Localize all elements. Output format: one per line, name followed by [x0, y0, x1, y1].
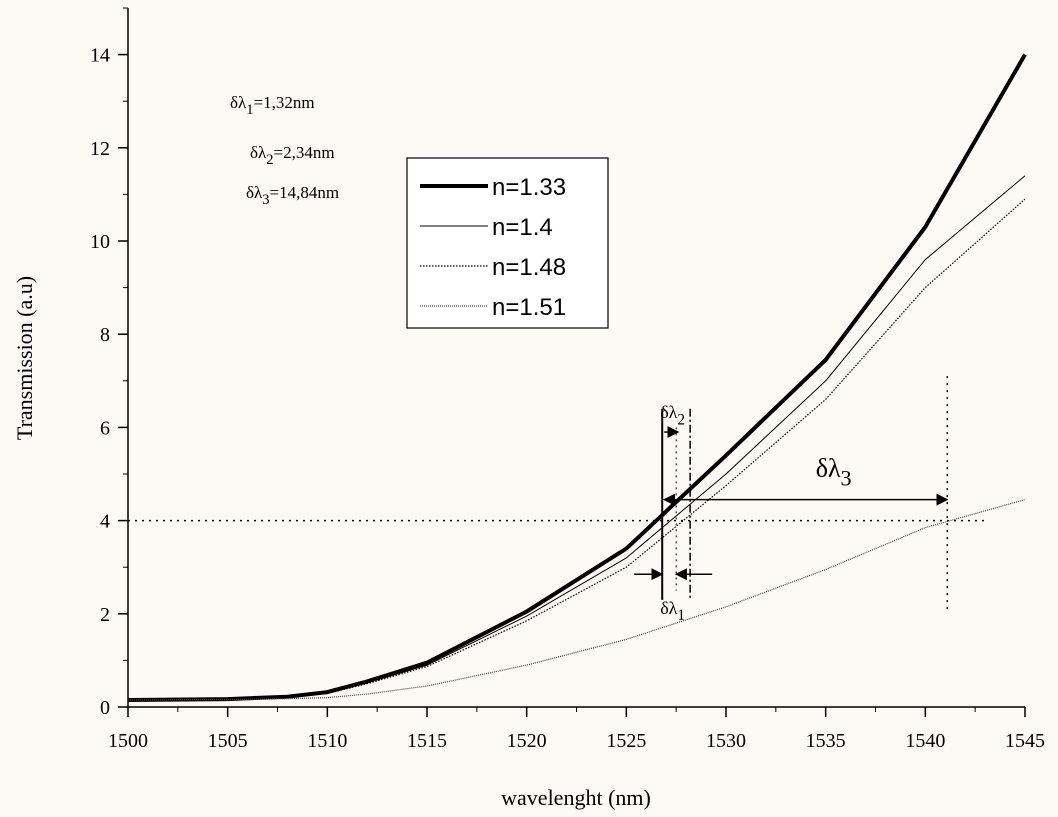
series-line — [127, 198, 1026, 701]
x-tick-label: 1505 — [208, 730, 248, 752]
y-tick-label: 12 — [90, 138, 110, 160]
value-text: =14,84nm — [269, 183, 339, 202]
symbol: δλ — [660, 598, 677, 618]
y-tick-label: 2 — [100, 604, 110, 626]
y-tick-label: 6 — [100, 417, 110, 439]
symbol: δλ — [816, 453, 841, 482]
symbol: δλ — [660, 402, 677, 422]
arrow-label: δλ1 — [660, 598, 685, 624]
symbol: δλ — [250, 143, 267, 162]
y-tick-label: 8 — [100, 324, 110, 346]
value-text: =2,34nm — [273, 143, 334, 162]
arrow-label: δλ2 — [660, 402, 685, 428]
annotation: δλ2=2,34nm — [250, 143, 335, 168]
subscript: 2 — [266, 152, 273, 168]
y-tick-label: 4 — [100, 511, 110, 533]
x-tick-label: 1545 — [1005, 730, 1045, 752]
annotation: δλ1=1,32nm — [230, 93, 315, 118]
y-tick-label: 10 — [90, 231, 110, 253]
legend-label: n=1.51 — [492, 294, 566, 321]
legend-label: n=1.48 — [492, 254, 566, 281]
x-tick-label: 1525 — [606, 730, 646, 752]
subscript: 3 — [262, 192, 269, 208]
x-tick-label: 1540 — [905, 730, 945, 752]
y-axis-label: Transmission (a.u) — [12, 276, 37, 440]
x-tick-label: 1515 — [407, 730, 447, 752]
annotation: δλ3=14,84nm — [246, 183, 339, 208]
x-tick-label: 1510 — [307, 730, 347, 752]
symbol: δλ — [230, 93, 247, 112]
y-tick-label: 0 — [100, 697, 110, 719]
subscript: 2 — [677, 411, 685, 428]
series-line — [127, 499, 1026, 701]
symbol: δλ — [246, 183, 263, 202]
x-tick-label: 1530 — [706, 730, 746, 752]
series-line — [127, 175, 1026, 701]
subscript: 1 — [677, 607, 685, 624]
value-text: =1,32nm — [253, 93, 314, 112]
x-tick-label: 1520 — [507, 730, 547, 752]
legend-label: n=1.4 — [492, 214, 553, 241]
y-tick-label: 14 — [90, 45, 110, 67]
x-tick-label: 1535 — [806, 730, 846, 752]
subscript: 3 — [841, 465, 852, 490]
x-axis-label: wavelenght (nm) — [501, 785, 651, 810]
legend-label: n=1.33 — [492, 174, 566, 201]
subscript: 1 — [246, 102, 253, 118]
x-tick-label: 1500 — [108, 730, 148, 752]
arrow-label: δλ3 — [816, 453, 852, 490]
